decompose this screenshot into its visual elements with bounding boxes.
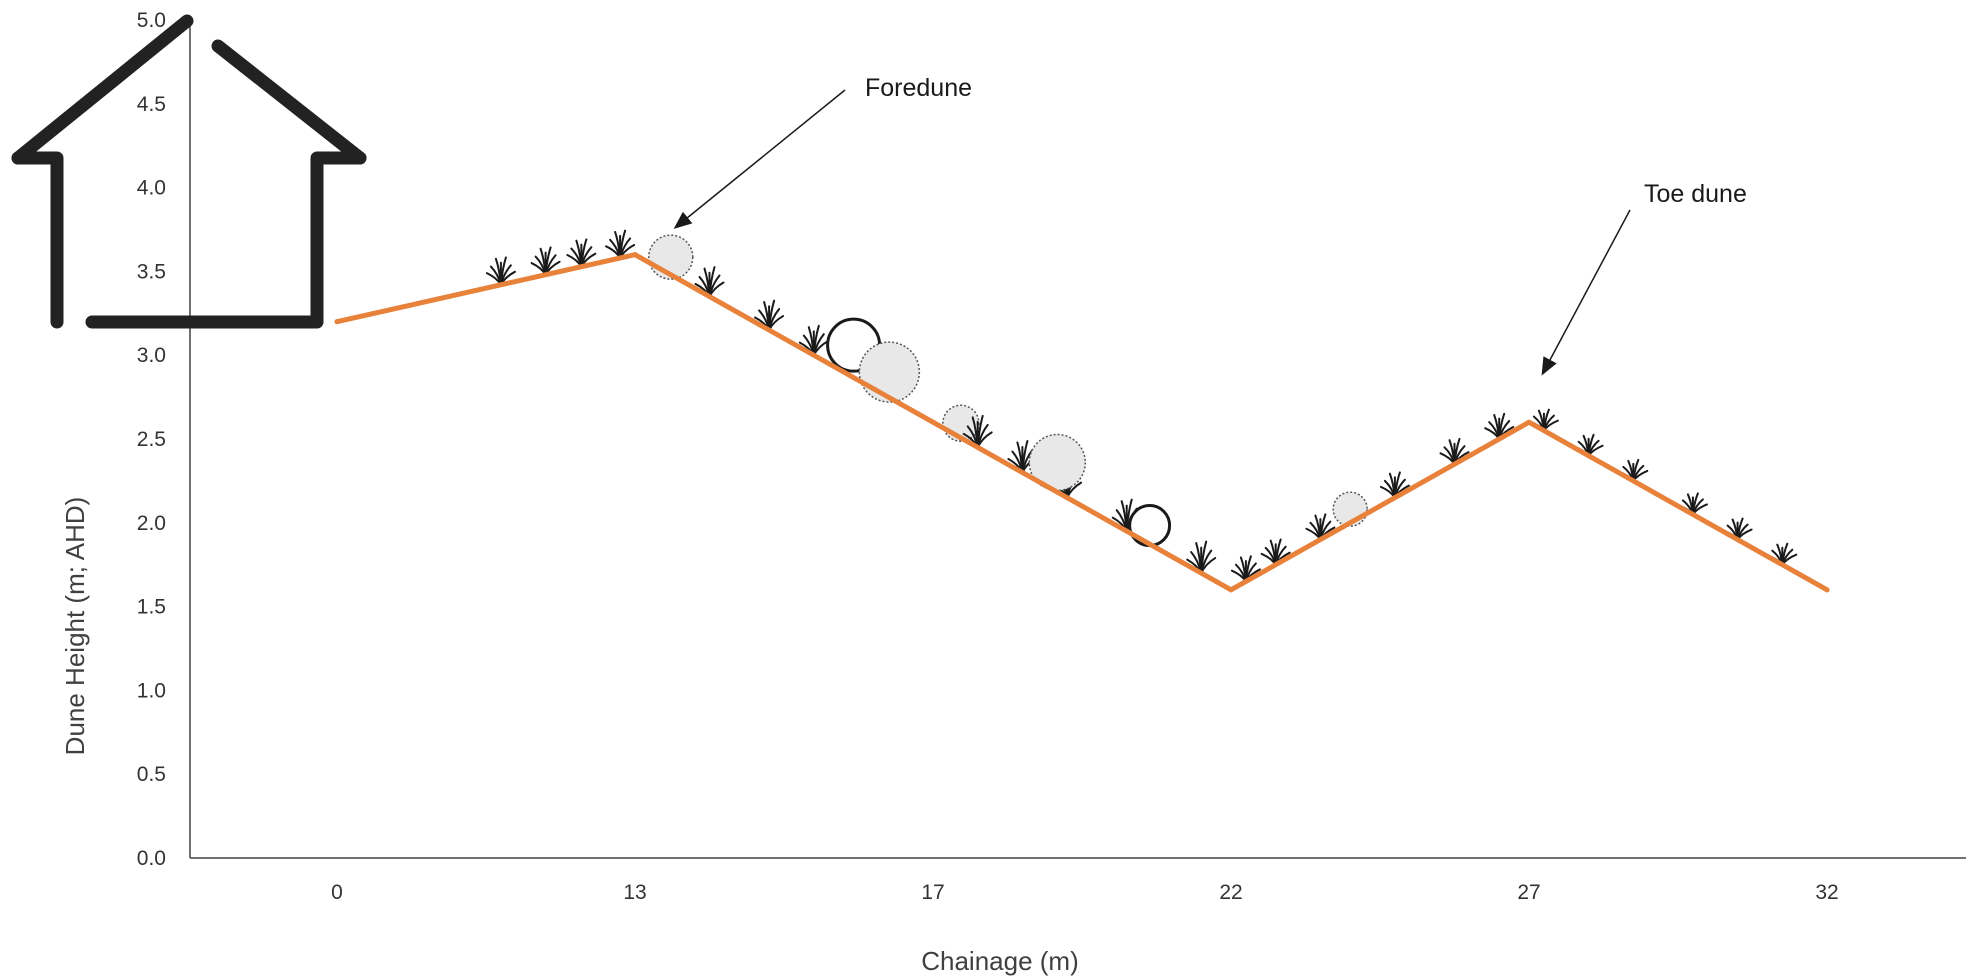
annotation-arrow	[673, 89, 846, 229]
x-tick-label: 27	[1517, 881, 1540, 904]
x-tick-label: 0	[331, 881, 343, 904]
series-line	[334, 252, 1830, 593]
axes	[189, 20, 1966, 859]
data-point	[1228, 587, 1234, 593]
y-tick-label: 2.5	[137, 428, 166, 451]
series-layer	[334, 252, 1830, 593]
y-tick-label: 1.0	[137, 679, 166, 702]
x-tick-labels: 0 13 17 22 27 32	[331, 881, 1839, 904]
y-tick-label: 1.5	[137, 596, 166, 619]
x-tick-label: 13	[623, 881, 646, 904]
y-axis-title: Dune Height (m; AHD)	[60, 497, 90, 756]
y-tick-labels: 0.0 0.5 1.0 1.5 2.0 2.5 3.0 3.5 4.0 4.5 5.0	[137, 9, 166, 870]
y-tick-label: 3.5	[137, 260, 166, 283]
data-point	[632, 252, 638, 258]
y-tick-label: 5.0	[137, 9, 166, 32]
annotation-label: Foredune	[865, 74, 972, 102]
annotation-label: Toe dune	[1644, 180, 1747, 208]
data-point	[930, 419, 936, 425]
y-tick-label: 2.0	[137, 512, 166, 535]
y-tick-label: 4.0	[137, 177, 166, 200]
y-tick-label: 4.5	[137, 93, 166, 116]
shrub-icon	[1028, 433, 1087, 492]
x-tick-label: 17	[921, 881, 944, 904]
y-tick-label: 0.5	[137, 763, 166, 786]
shrub-icon	[1128, 504, 1172, 548]
data-point	[1526, 419, 1532, 425]
data-point	[1824, 587, 1830, 593]
x-axis-title: Chainage (m)	[921, 946, 1079, 976]
annotations: Foredune Toe dune	[673, 74, 1747, 376]
data-point	[334, 319, 340, 325]
y-tick-label: 0.0	[137, 847, 166, 870]
x-tick-label: 32	[1815, 881, 1838, 904]
annotation-arrow	[1541, 209, 1631, 376]
y-tick-label: 3.0	[137, 344, 166, 367]
shrub-icon	[858, 341, 921, 403]
house-icon	[11, 14, 367, 329]
x-tick-label: 22	[1219, 881, 1242, 904]
